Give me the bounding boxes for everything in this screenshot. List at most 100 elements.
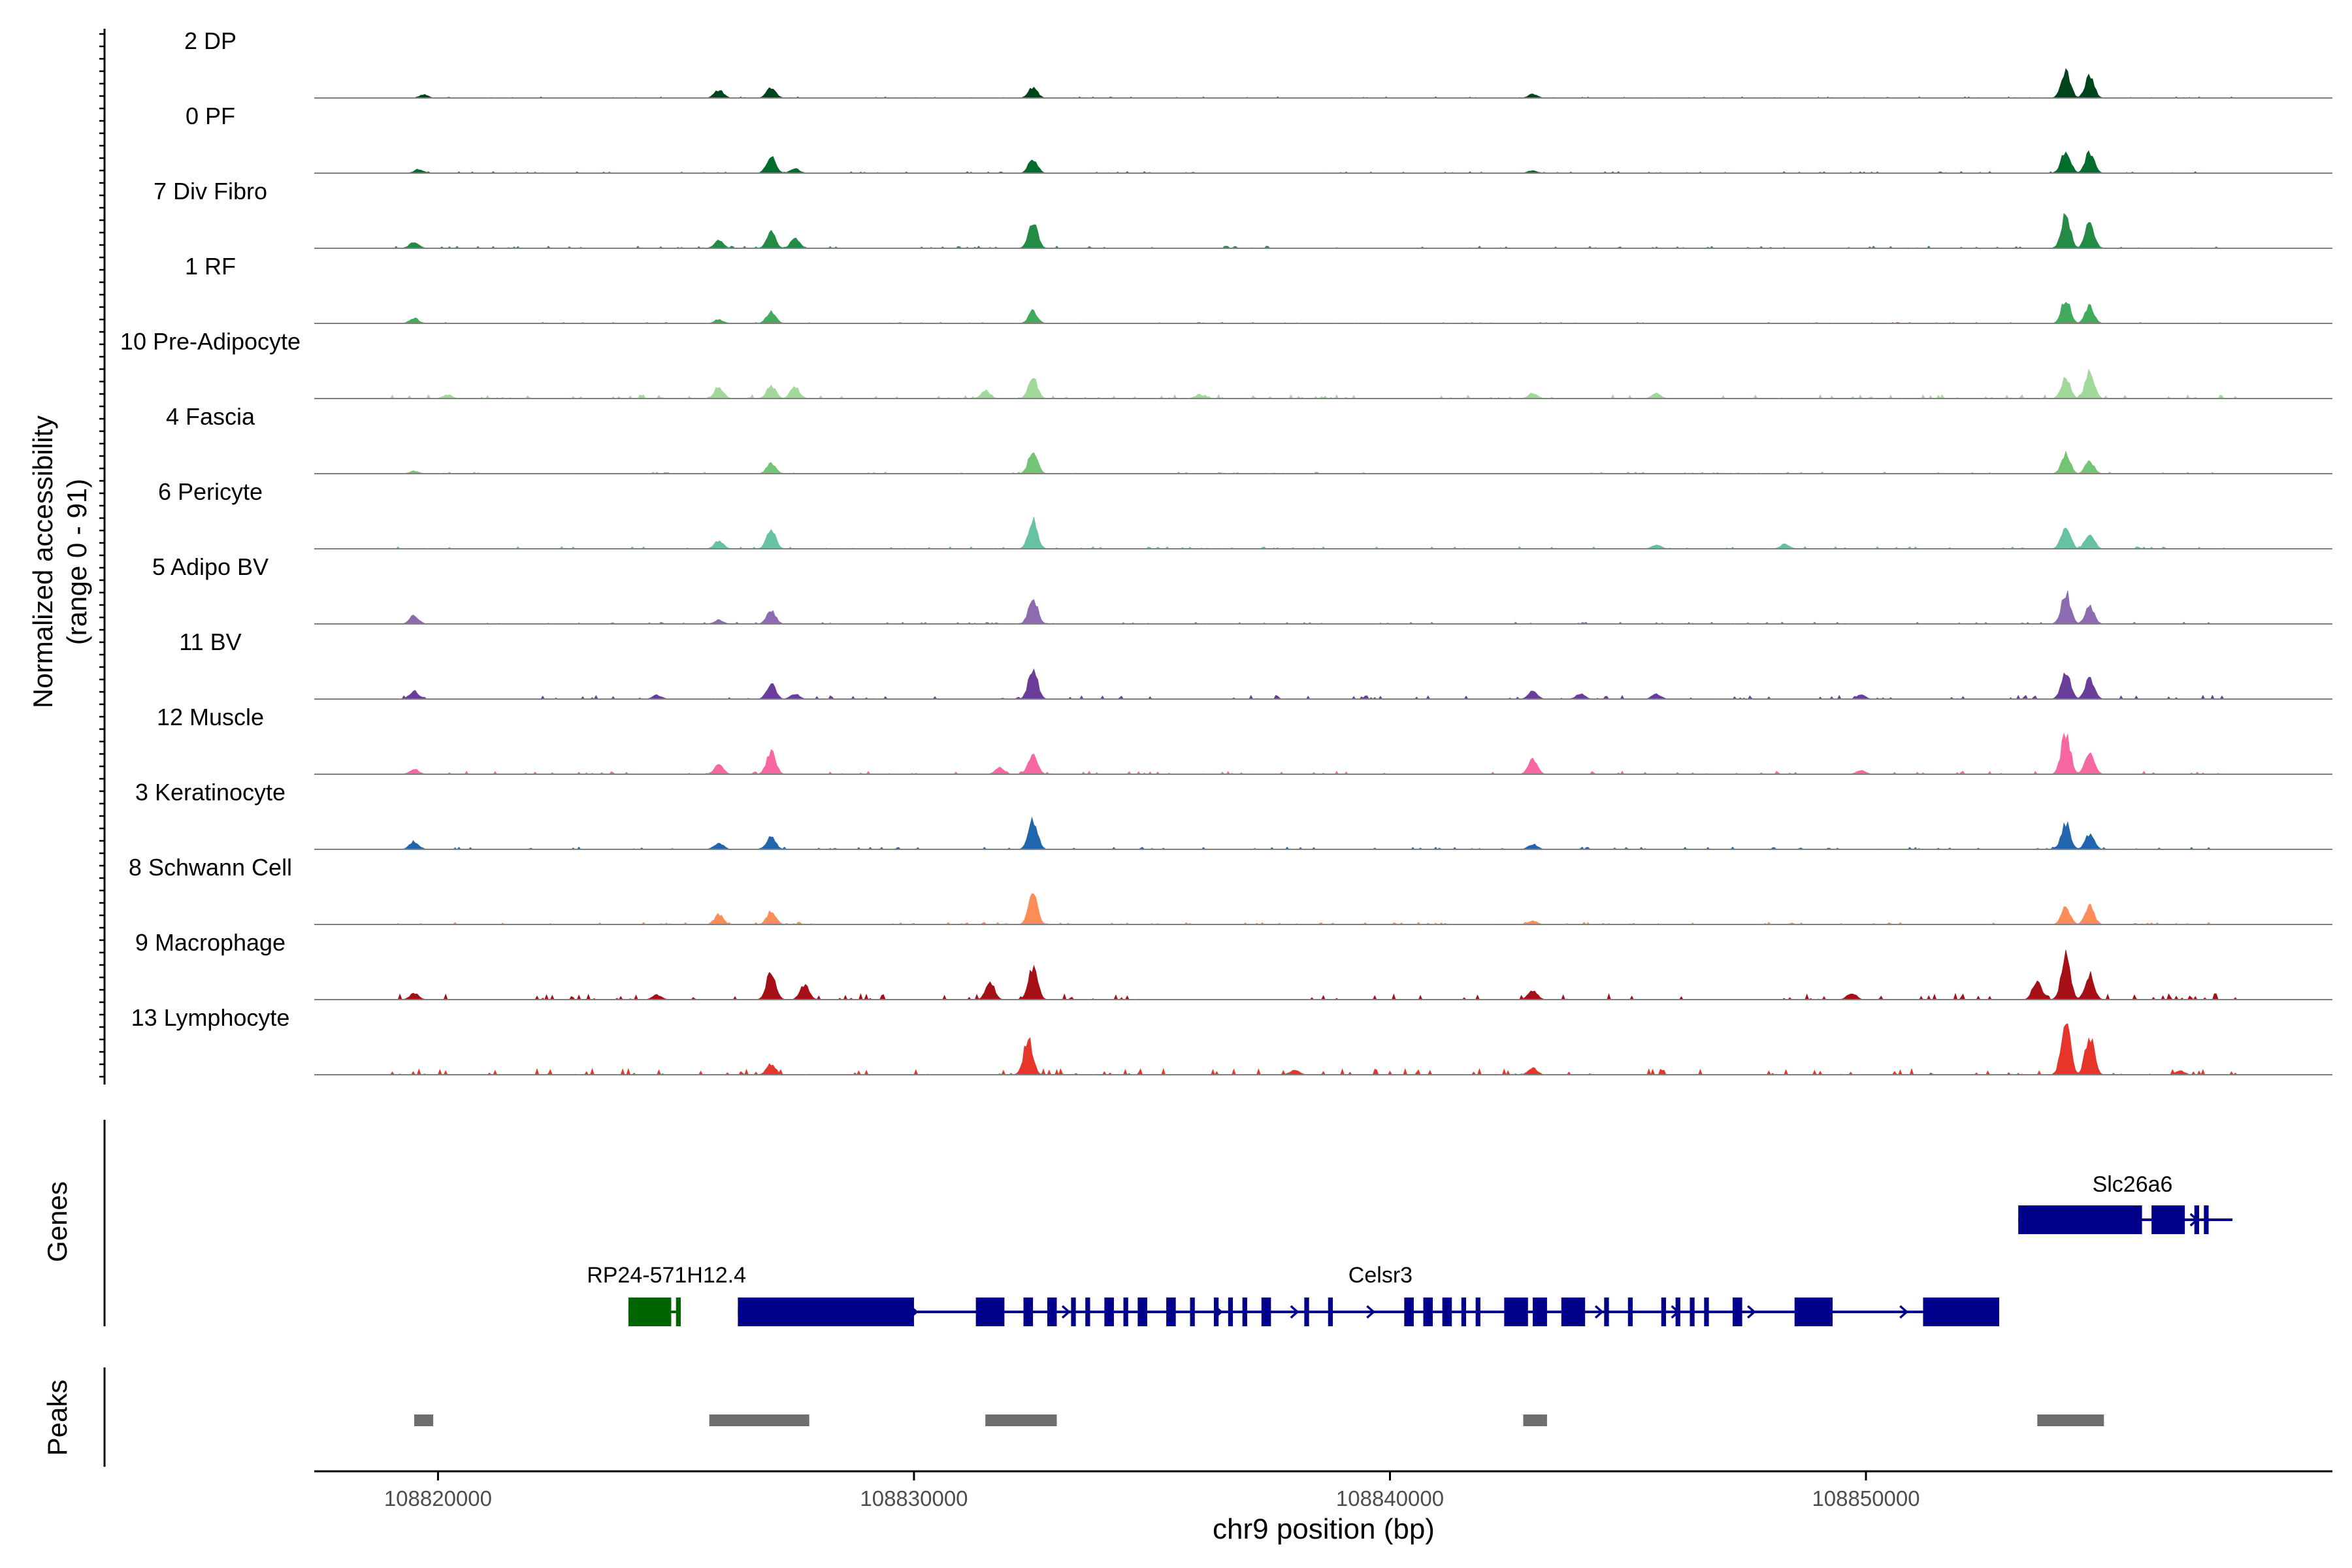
gene-exon <box>1704 1298 1709 1326</box>
x-tick-label: 108820000 <box>384 1486 492 1511</box>
track-label: 1 RF <box>185 253 236 280</box>
genes-track: Slc26a6 RP24-571H12.4 Celsr3 <box>587 1172 2233 1326</box>
gene-exon <box>1794 1298 1833 1326</box>
track-6-pericyte: 6 Pericyte <box>158 478 2332 549</box>
gene-exon <box>1085 1298 1090 1326</box>
y-axis <box>99 29 106 1085</box>
gene-exon <box>1690 1298 1695 1326</box>
genes-track-label: Genes <box>42 1181 73 1262</box>
track-13-lymphocyte: 13 Lymphocyte <box>131 1004 2332 1076</box>
gene-exon <box>1228 1298 1233 1326</box>
gene-exon <box>1423 1298 1433 1326</box>
gene-exon <box>1213 1298 1219 1326</box>
x-tick-label: 108840000 <box>1336 1486 1444 1511</box>
track-label: 10 Pre-Adipocyte <box>120 328 301 355</box>
track-label: 9 Macrophage <box>135 929 286 956</box>
coverage-area <box>390 302 2238 324</box>
coverage-area <box>389 1023 2238 1076</box>
track-label: 13 Lymphocyte <box>131 1004 290 1031</box>
gene-exon <box>676 1298 681 1326</box>
track-label: 4 Fascia <box>166 403 255 430</box>
track-11-bv: 11 BV <box>179 629 2332 700</box>
gene-exon <box>1023 1298 1034 1326</box>
coverage-area <box>390 68 2238 99</box>
track-label: 8 Schwann Cell <box>129 854 292 881</box>
x-axis-title: chr9 position (bp) <box>1213 1513 1435 1545</box>
coverage-area <box>390 816 2238 850</box>
gene-exon <box>2018 1205 2142 1234</box>
gene-exon <box>1923 1298 2000 1326</box>
coverage-area <box>390 893 2238 925</box>
coverage-area <box>390 668 2238 700</box>
gene-exon <box>1104 1298 1114 1326</box>
strand-arrow <box>1594 1305 1604 1319</box>
peak-region <box>985 1414 1057 1426</box>
track-1-rf: 1 RF <box>185 253 2332 324</box>
x-tick-label: 108830000 <box>860 1486 968 1511</box>
gene-exon <box>1675 1298 1680 1326</box>
track-5-adipo-bv: 5 Adipo BV <box>152 553 2332 625</box>
gene-label: RP24-571H12.4 <box>587 1263 746 1288</box>
peak-region <box>414 1414 434 1426</box>
gene-exon <box>1442 1298 1452 1326</box>
track-8-schwann-cell: 8 Schwann Cell <box>129 854 2332 925</box>
strand-arrow <box>1061 1305 1071 1319</box>
coverage-area <box>390 590 2238 625</box>
gene-exon <box>1166 1298 1176 1326</box>
coverage-area <box>389 368 2238 399</box>
peaks-track-label: Peaks <box>42 1380 73 1456</box>
strand-arrow <box>1366 1305 1375 1319</box>
gene-exon <box>1533 1298 1547 1326</box>
track-label: 0 PF <box>186 103 235 129</box>
gene-exon <box>1661 1298 1667 1326</box>
gene-exon <box>1404 1298 1414 1326</box>
gene-exon <box>1242 1298 1247 1326</box>
gene-exon <box>1047 1298 1057 1326</box>
gene-exon <box>1137 1298 1147 1326</box>
gene-exon <box>1190 1298 1195 1326</box>
peaks-track <box>414 1414 2104 1426</box>
coverage-area <box>390 516 2238 549</box>
coverage-area <box>390 949 2238 1000</box>
gene-exon <box>975 1298 1005 1326</box>
gene-slc26a6: Slc26a6 <box>2018 1172 2233 1234</box>
track-label: 2 DP <box>184 27 237 54</box>
track-label: 12 Muscle <box>157 704 264 730</box>
track-label: 3 Keratinocyte <box>135 779 286 806</box>
gene-exon <box>738 1298 914 1326</box>
gene-exon <box>628 1298 672 1326</box>
track-3-keratinocyte: 3 Keratinocyte <box>135 779 2332 850</box>
gene-exon <box>1561 1298 1586 1326</box>
gene-exon <box>1475 1298 1480 1326</box>
coverage-area <box>390 732 2238 775</box>
track-4-fascia: 4 Fascia <box>166 403 2332 474</box>
peak-region <box>1523 1414 1547 1426</box>
gene-exon <box>1328 1298 1333 1326</box>
coverage-area <box>390 150 2238 174</box>
gene-exon <box>1123 1298 1128 1326</box>
gene-exon <box>1304 1298 1309 1326</box>
track-10-pre-adipocyte: 10 Pre-Adipocyte <box>120 328 2332 399</box>
coverage-tracks: 2 DP 0 PF 7 Div Fibro 1 RF 10 Pre-Adipocyte 4… <box>120 27 2332 1076</box>
track-9-macrophage: 9 Macrophage <box>135 929 2332 1000</box>
y-axis-title: Normalized accessibility <box>27 416 58 708</box>
gene-exon <box>2194 1205 2200 1234</box>
track-label: 6 Pericyte <box>158 478 263 505</box>
gene-exon <box>2151 1205 2185 1234</box>
gene-exon <box>1261 1298 1271 1326</box>
gene-exon <box>1627 1298 1633 1326</box>
track-7-div-fibro: 7 Div Fibro <box>154 178 2332 249</box>
x-tick-label: 108850000 <box>1812 1486 1919 1511</box>
track-label: 5 Adipo BV <box>152 553 269 580</box>
peak-region <box>2037 1414 2104 1426</box>
track-0-pf: 0 PF <box>186 103 2332 174</box>
gene-rp24-571h12.4: RP24-571H12.4 <box>587 1263 746 1326</box>
gene-exon <box>1071 1298 1076 1326</box>
track-label: 7 Div Fibro <box>154 178 267 204</box>
strand-arrow <box>1899 1305 1908 1319</box>
track-label: 11 BV <box>179 629 241 655</box>
gene-exon <box>1604 1298 1609 1326</box>
peak-region <box>709 1414 809 1426</box>
gene-exon <box>2204 1205 2209 1234</box>
